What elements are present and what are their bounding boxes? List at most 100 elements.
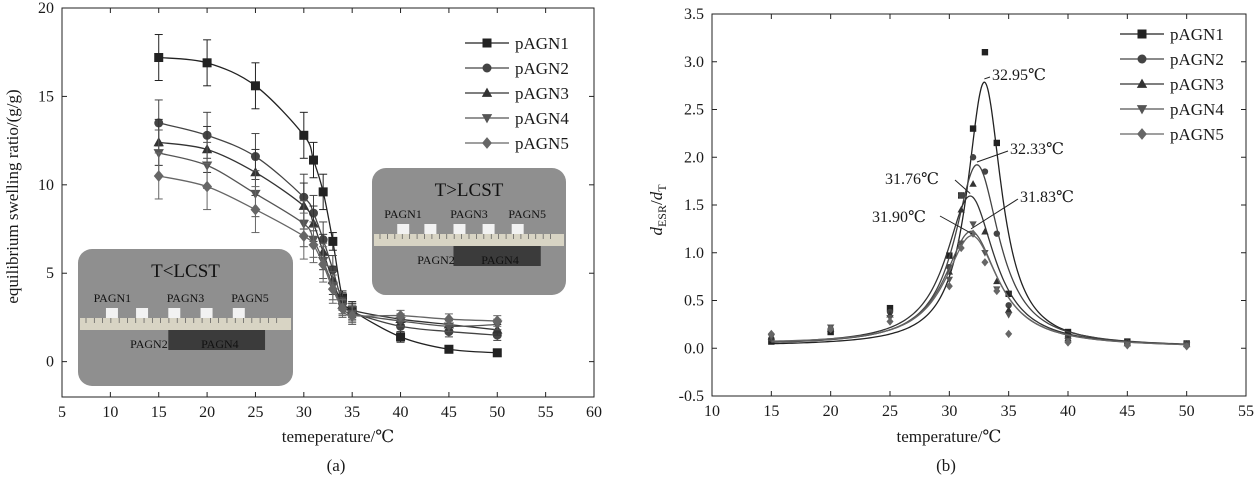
sample-label: PAGN2 [417,253,455,267]
legend-label: pAGN1 [1170,25,1224,44]
ruler [80,318,291,330]
peak-annotation: 32.95℃ [992,67,1046,84]
data-point [328,236,338,246]
annotation-leader [970,198,1019,230]
fit-curve [771,230,1187,346]
data-point [945,276,954,284]
data-point [395,317,406,327]
data-point [886,317,894,326]
x-tick-label: 10 [704,403,720,420]
legend-marker [1137,54,1147,64]
y-tick-label: 15 [38,88,54,105]
panel-label: (b) [936,456,956,475]
data-point [298,230,309,242]
legend-marker [481,87,493,97]
data-point [969,154,977,161]
data-point [1183,342,1191,351]
data-point [202,58,212,68]
data-point [827,324,835,334]
y-axis-title-part: ESR [655,205,669,227]
peak-annotation: 31.76℃ [885,171,939,188]
photo-inset: T<LCST PAGN1 PAGN3 PAGN5 PAGN2 PAGN4 [78,249,293,386]
y-axis-title-part: d [647,191,666,200]
data-point [981,168,989,175]
peak-annotation: 32.33℃ [1010,141,1064,158]
gel-sample [453,224,466,234]
x-tick-label: 40 [393,404,409,421]
sample-label: PAGN4 [201,337,239,351]
series-pAGN5 [153,152,503,327]
annotation-leader [976,150,1009,163]
legend-marker [482,137,492,149]
x-tick-label: 50 [1179,403,1195,420]
data-point [957,205,965,213]
x-tick-label: 40 [1060,403,1076,420]
peak-annotation: 31.83℃ [1020,189,1074,206]
gel-sample [232,308,245,318]
y-axis-title: dESR/dT [647,184,669,236]
legend-marker [1137,29,1147,39]
legend-marker [482,63,492,73]
data-point [299,130,309,140]
x-tick-label: 45 [441,404,457,421]
panel-label: (a) [327,456,346,475]
x-tick-label: 10 [102,404,118,421]
annotation-leader [954,179,971,194]
data-point [337,302,348,315]
data-point [993,277,1001,285]
legend-marker [1136,105,1148,115]
legend-label: pAGN2 [515,59,569,78]
legend-marker [481,114,493,124]
x-tick-label: 25 [247,404,263,421]
legend-marker [482,38,492,48]
gel-sample [482,224,495,234]
y-axis-title-part: d [647,227,666,236]
gel-sample [511,224,524,234]
legend-marker [1137,128,1147,140]
y-tick-label: 2.0 [684,149,704,166]
y-tick-label: 1.5 [684,197,704,214]
legend-label: pAGN3 [515,84,569,103]
data-point [250,203,261,216]
y-tick-label: 5 [46,265,54,282]
data-point [969,229,977,238]
fit-curve [771,164,1187,345]
gel-sample [397,224,410,234]
x-tick-label: 50 [489,404,505,421]
y-axis-title-part: T [655,184,669,192]
series-pAGN2 [768,154,1190,347]
plot-frame [61,7,595,398]
x-tick-label: 45 [1119,403,1135,420]
x-tick-label: 20 [823,403,839,420]
data-point [318,258,329,271]
panel-a: 5 10 15 20 25 30 35 40 45 50 55 60 0 5 10 15 20 T<LCST PAG… [3,0,602,475]
x-tick-label: 35 [1001,403,1017,420]
dark-strip [453,246,541,266]
data-point [347,309,358,322]
x-tick-label: 60 [586,404,602,421]
annotation-leader [939,215,973,235]
x-tick-label: 30 [941,403,957,420]
data-point [1005,302,1012,309]
y-tick-label: 0.5 [684,293,704,310]
data-point [318,187,328,197]
gel-sample [105,308,118,318]
data-point [969,221,977,228]
y-tick-label: 1.0 [684,245,704,262]
data-point [153,170,164,182]
data-point [993,286,1001,296]
data-point [308,239,319,251]
x-tick-label: 55 [538,404,554,421]
legend-label: pAGN4 [515,109,569,128]
data-point [444,344,454,354]
x-tick-label: 15 [151,404,167,421]
data-point [250,81,260,91]
legend-label: pAGN5 [515,134,569,153]
data-point [981,258,989,267]
y-tick-label: 20 [38,0,54,17]
data-point [767,329,775,339]
y-tick-label: 3.5 [684,6,704,23]
data-point [1123,341,1131,350]
legend-marker [1136,78,1148,88]
